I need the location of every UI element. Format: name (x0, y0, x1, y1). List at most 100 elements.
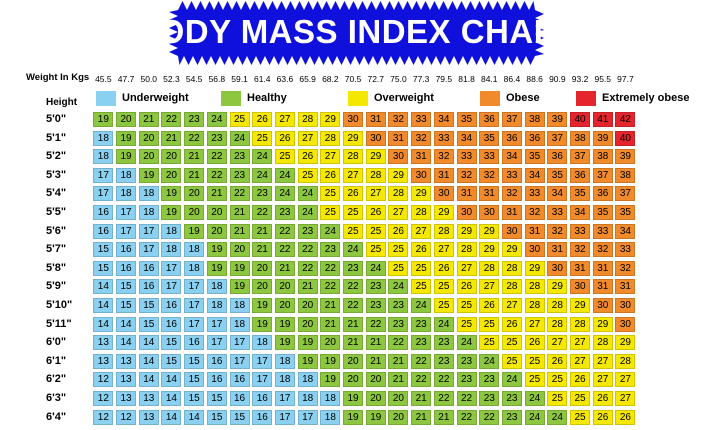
bmi-cell: 25 (547, 391, 568, 406)
bmi-cell: 27 (343, 167, 364, 183)
bmi-cell: 23 (388, 298, 409, 313)
bmi-cell: 16 (116, 260, 137, 276)
bmi-cell: 25 (570, 409, 591, 425)
bmi-cell: 33 (615, 242, 636, 258)
bmi-cell: 29 (547, 279, 568, 295)
bmi-cell: 19 (297, 335, 318, 351)
bmi-cell: 36 (570, 167, 591, 183)
bmi-cell: 18 (93, 149, 114, 165)
bmi-cell: 25 (411, 260, 432, 276)
bmi-cell: 18 (206, 279, 227, 295)
height-row-label: 5'5" (46, 206, 67, 218)
weight-tick-label: 81.8 (458, 74, 475, 84)
height-row-label: 6'0" (46, 336, 67, 349)
bmi-cell: 15 (229, 409, 250, 425)
bmi-cell: 24 (524, 391, 545, 406)
bmi-cell: 23 (206, 130, 227, 146)
bmi-cell: 23 (388, 316, 409, 332)
bmi-cell: 17 (252, 353, 273, 369)
bmi-cell: 19 (161, 186, 182, 202)
bmi-cell: 15 (206, 409, 227, 425)
bmi-cell: 31 (433, 167, 454, 183)
bmi-cell: 24 (274, 167, 295, 183)
bmi-cell: 17 (116, 205, 137, 220)
bmi-cell: 21 (388, 372, 409, 388)
bmi-cell: 23 (365, 298, 386, 313)
bmi-cell: 22 (184, 130, 205, 146)
bmi-cell: 36 (501, 130, 522, 146)
bmi-cell: 17 (229, 353, 250, 369)
legend-swatch-underweight (96, 91, 116, 106)
bmi-cell: 14 (161, 409, 182, 425)
bmi-cell: 12 (93, 391, 114, 406)
bmi-cell: 24 (297, 205, 318, 220)
bmi-cell: 24 (343, 242, 364, 258)
bmi-cell: 13 (116, 372, 137, 388)
bmi-cell: 24 (297, 186, 318, 202)
bmi-cell: 39 (547, 112, 568, 127)
bmi-cell: 37 (570, 149, 591, 165)
bmi-cell: 16 (161, 316, 182, 332)
bmi-cell: 37 (615, 186, 636, 202)
bmi-cell: 31 (570, 260, 591, 276)
bmi-cell: 26 (411, 242, 432, 258)
legend-swatch-extremely-obese (576, 91, 596, 106)
bmi-cell: 14 (161, 372, 182, 388)
bmi-cell: 23 (479, 391, 500, 406)
bmi-cell: 27 (615, 372, 636, 388)
bmi-cell: 17 (138, 223, 159, 239)
bmi-cell: 30 (411, 167, 432, 183)
bmi-cell: 23 (411, 316, 432, 332)
bmi-cell: 15 (184, 372, 205, 388)
bmi-cell: 14 (161, 391, 182, 406)
bmi-cell: 28 (570, 316, 591, 332)
bmi-cell: 20 (138, 130, 159, 146)
legend-label-obese: Obese (506, 92, 540, 104)
bmi-cell: 25 (524, 372, 545, 388)
bmi-cell: 36 (592, 186, 613, 202)
bmi-cell: 21 (274, 260, 295, 276)
bmi-cell: 24 (274, 186, 295, 202)
bmi-cell: 34 (547, 186, 568, 202)
bmi-cell: 24 (524, 409, 545, 425)
bmi-cell: 22 (456, 409, 477, 425)
bmi-cell: 18 (138, 205, 159, 220)
bmi-cell: 26 (592, 409, 613, 425)
bmi-cell: 20 (116, 112, 137, 127)
bmi-cell: 33 (570, 223, 591, 239)
legend-swatch-obese (480, 91, 500, 106)
bmi-cell: 25 (456, 298, 477, 313)
bmi-cell: 29 (456, 223, 477, 239)
bmi-cell: 23 (252, 186, 273, 202)
bmi-cell: 20 (320, 335, 341, 351)
bmi-cell: 24 (388, 279, 409, 295)
bmi-cell: 15 (161, 353, 182, 369)
bmi-cell: 14 (184, 409, 205, 425)
bmi-cell: 25 (343, 223, 364, 239)
bmi-cell: 15 (116, 298, 137, 313)
bmi-cell: 26 (252, 112, 273, 127)
bmi-cell: 30 (547, 260, 568, 276)
bmi-cell: 20 (343, 353, 364, 369)
weight-tick-label: 45.5 (95, 74, 112, 84)
bmi-cell: 36 (479, 112, 500, 127)
bmi-cell: 22 (274, 242, 295, 258)
bmi-cell: 25 (479, 316, 500, 332)
bmi-cell: 22 (343, 279, 364, 295)
bmi-cell: 14 (93, 279, 114, 295)
bmi-cell: 20 (161, 167, 182, 183)
bmi-cell: 17 (161, 260, 182, 276)
bmi-cell: 30 (433, 186, 454, 202)
bmi-cell: 20 (297, 298, 318, 313)
bmi-cell: 35 (479, 130, 500, 146)
bmi-cell: 27 (592, 372, 613, 388)
bmi-cell: 28 (501, 279, 522, 295)
bmi-cell: 39 (592, 130, 613, 146)
bmi-cell: 31 (592, 260, 613, 276)
bmi-cell: 25 (297, 167, 318, 183)
bmi-cell: 21 (229, 223, 250, 239)
bmi-cell: 21 (184, 149, 205, 165)
bmi-cell: 26 (592, 391, 613, 406)
bmi-cell: 19 (343, 409, 364, 425)
weight-tick-label: 65.9 (299, 74, 316, 84)
